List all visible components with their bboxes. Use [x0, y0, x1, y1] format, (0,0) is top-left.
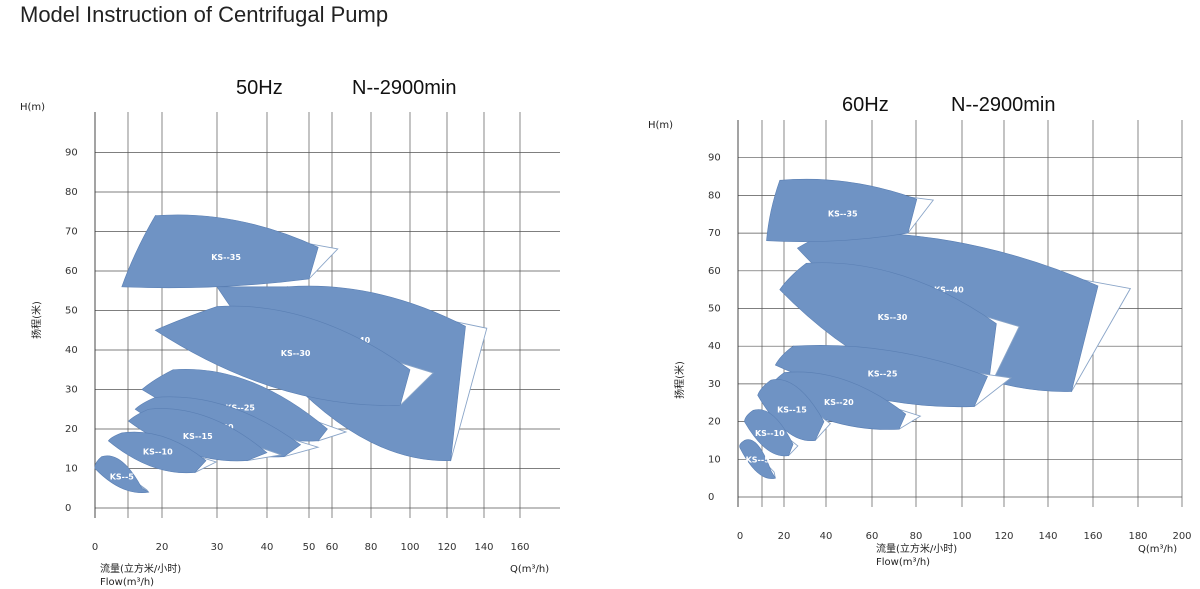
x-tick-label: 50 [303, 542, 316, 553]
y-axis-label-side: 扬程(米) [30, 301, 43, 339]
series-label: KS--15 [777, 405, 807, 414]
x-tick-label: 40 [820, 531, 833, 542]
series-label: KS--35 [828, 209, 858, 218]
chart-speed: N--2900min [951, 94, 1055, 116]
series-label: KS--25 [868, 370, 898, 379]
x-tick-label: 160 [510, 542, 529, 553]
x-tick-label: 100 [400, 542, 419, 553]
y-axis-label-side: 扬程(米) [673, 361, 686, 399]
x-tick-label: 140 [474, 542, 493, 553]
y-tick-label: 90 [65, 148, 78, 159]
series-band-KS--20 [766, 371, 907, 430]
series-band-KS--5 [94, 455, 150, 494]
y-axis-label-top: H(m) [20, 102, 45, 113]
x-tick-label: 20 [778, 531, 791, 542]
series-band-KS--35 [121, 214, 319, 289]
x-tick-label: 120 [994, 531, 1013, 542]
y-tick-label: 70 [708, 228, 721, 239]
series-label: KS--30 [281, 349, 311, 358]
y-tick-label: 60 [708, 266, 721, 277]
chart-speed: N--2900min [352, 77, 456, 99]
y-tick-label: 30 [708, 379, 721, 390]
y-tick-label: 80 [65, 187, 78, 198]
series-band-KS--30 [154, 305, 411, 406]
x-tick-label: 0 [92, 542, 98, 553]
x-tick-label: 60 [866, 531, 879, 542]
y-tick-label: 40 [708, 341, 721, 352]
x-tick-label: 200 [1172, 531, 1191, 542]
y-axis-label-top: H(m) [648, 120, 673, 131]
x-tick-label: 100 [952, 531, 971, 542]
chart-60Hz: 60Hz N--2900min 0 10 20 30 40 50 60 70 80 90 0 20 40 60… [648, 94, 1192, 568]
chart-frequency: 50Hz [236, 77, 283, 99]
x-tick-label: 160 [1083, 531, 1102, 542]
x-tick-label: 80 [365, 542, 378, 553]
series-label: KS--25 [225, 403, 255, 412]
y-tick-label: 10 [65, 464, 78, 475]
x-tick-label: 140 [1038, 531, 1057, 542]
series-band-KS--35 [766, 178, 918, 242]
chart-frequency: 60Hz [842, 94, 889, 116]
y-tick-label: 90 [708, 153, 721, 164]
y-tick-label: 30 [65, 385, 78, 396]
series-label: KS--20 [824, 398, 854, 407]
y-tick-label: 40 [65, 345, 78, 356]
series-label: KS--5 [110, 472, 135, 481]
x-tick-label: 180 [1128, 531, 1147, 542]
y-tick-label: 50 [65, 306, 78, 317]
series-label: KS--15 [183, 432, 213, 441]
series-label: KS--10 [755, 429, 785, 438]
y-tick-label: 0 [708, 492, 714, 503]
x-tick-label: 120 [437, 542, 456, 553]
page-title: Model Instruction of Centrifugal Pump [20, 2, 389, 27]
y-tick-label: 60 [65, 266, 78, 277]
x-tick-label: 30 [211, 542, 224, 553]
series-label: KS--30 [878, 313, 908, 322]
y-tick-label: 70 [65, 227, 78, 238]
y-tick-label: 50 [708, 304, 721, 315]
x-axis-label-cn: 流量(立方米/小时) [100, 562, 181, 575]
x-axis-label-en: Flow(m³/h) [100, 577, 154, 588]
x-tick-label: 20 [156, 542, 169, 553]
series-label: KS--40 [934, 286, 964, 295]
series-label: KS--35 [211, 253, 241, 262]
x-tick-label: 0 [737, 531, 743, 542]
y-tick-label: 20 [65, 424, 78, 435]
y-tick-label: 10 [708, 454, 721, 465]
x-axis-label-en: Flow(m³/h) [876, 557, 930, 568]
series-band-KS--10 [107, 431, 207, 474]
x-axis-label-cn: 流量(立方米/小时) [876, 542, 957, 555]
x-tick-label: 60 [326, 542, 339, 553]
series-band-KS--10 [744, 409, 794, 457]
series-label: KS--5 [746, 455, 771, 464]
x-tick-label: 80 [910, 531, 923, 542]
series-label: KS--10 [143, 448, 173, 457]
y-tick-label: 80 [708, 190, 721, 201]
chart-50Hz: 50Hz N--2900min 0 10 20 30 40 50 60 70 80 90 0 20 30 40… [20, 77, 560, 588]
x-tick-label: 40 [261, 542, 274, 553]
series-band-KS--5 [739, 439, 776, 479]
x-axis-label-right: Q(m³/h) [1138, 544, 1177, 555]
x-axis-label-right: Q(m³/h) [510, 564, 549, 575]
y-tick-label: 0 [65, 503, 71, 514]
y-tick-label: 20 [708, 417, 721, 428]
